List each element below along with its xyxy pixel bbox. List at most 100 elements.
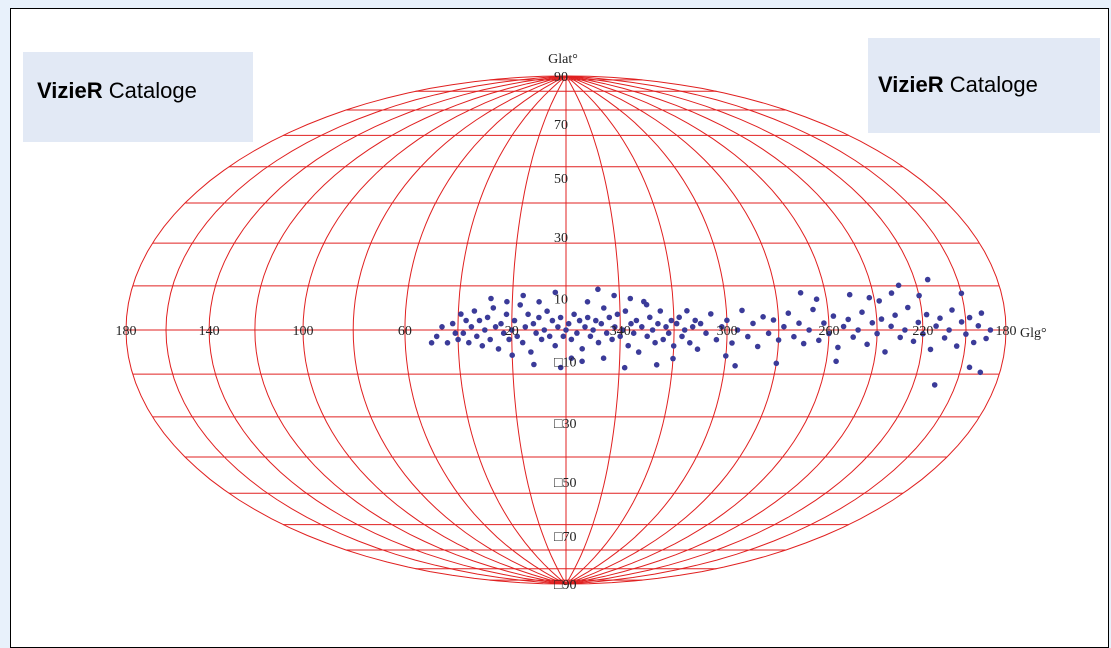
data-point <box>621 364 628 371</box>
longitude-tick-label: 60 <box>398 324 412 339</box>
data-point <box>713 336 720 343</box>
data-point <box>536 314 542 321</box>
data-point <box>487 336 494 343</box>
data-point <box>915 319 922 326</box>
longitude-tick-label: 340 <box>610 324 631 339</box>
data-point <box>509 352 515 359</box>
data-point <box>895 282 902 289</box>
data-point <box>560 333 567 340</box>
data-point <box>946 327 952 333</box>
data-point <box>892 312 898 319</box>
data-point <box>835 344 841 351</box>
data-point <box>579 346 585 352</box>
data-point <box>503 311 510 318</box>
data-point <box>878 316 885 322</box>
catalog-label-left-text: Cataloge <box>102 78 197 103</box>
data-point <box>902 327 908 333</box>
data-point <box>630 330 637 337</box>
data-point <box>498 320 504 327</box>
longitude-tick-label: 140 <box>199 324 220 339</box>
data-point <box>565 320 572 327</box>
data-point <box>514 333 520 340</box>
data-point <box>606 314 613 321</box>
data-point <box>455 336 461 343</box>
data-point <box>492 324 499 330</box>
data-point <box>692 317 698 324</box>
latitude-tick-label: □50 <box>554 476 576 491</box>
data-point <box>522 324 529 330</box>
data-point <box>977 369 984 376</box>
data-point <box>509 327 515 333</box>
data-point <box>729 340 735 346</box>
data-point <box>595 286 601 293</box>
longitude-tick-labels: 180 140 100 60 20 340 300 260 220 180 <box>116 324 1017 339</box>
data-point <box>598 320 605 327</box>
data-point <box>563 327 569 333</box>
data-point <box>905 304 911 311</box>
data-point <box>850 334 856 340</box>
data-point <box>439 324 445 330</box>
catalog-label-left: VizieR Cataloge <box>23 52 253 142</box>
data-point <box>587 333 594 340</box>
data-point <box>845 316 851 323</box>
catalog-label-left-bold: VizieR <box>37 78 103 103</box>
data-point <box>452 330 459 337</box>
data-point <box>653 362 660 368</box>
data-point <box>983 335 989 342</box>
data-point <box>468 324 475 330</box>
data-point <box>859 309 865 316</box>
data-point <box>941 335 948 341</box>
data-point <box>568 355 575 362</box>
data-point <box>975 323 982 329</box>
data-point <box>760 314 766 320</box>
y-axis-label: Glat° <box>548 52 578 67</box>
data-point <box>978 310 985 316</box>
data-point <box>625 342 631 349</box>
data-point <box>754 343 761 350</box>
data-point <box>595 339 602 346</box>
data-point <box>639 324 645 330</box>
data-point <box>813 296 820 303</box>
data-point <box>723 353 729 359</box>
data-point <box>536 299 542 305</box>
data-point <box>963 331 969 337</box>
data-point <box>444 340 451 346</box>
data-point <box>633 317 640 324</box>
data-point <box>622 308 629 314</box>
data-point <box>600 355 607 362</box>
data-point <box>670 355 676 362</box>
data-point <box>571 311 577 318</box>
data-point <box>635 349 642 355</box>
latitude-tick-labels: 90 70 50 30 10 □10 □30 □50 □70 □90 <box>554 70 576 593</box>
data-point <box>552 289 559 296</box>
data-point <box>428 340 435 346</box>
latitude-tick-label: 70 <box>554 118 568 133</box>
latitude-tick-label: 30 <box>554 231 568 246</box>
longitude-tick-label: 220 <box>912 324 933 339</box>
data-point <box>888 290 895 296</box>
data-point <box>953 343 960 349</box>
data-point <box>531 361 537 368</box>
data-point <box>620 327 626 333</box>
data-point <box>644 333 650 340</box>
data-point <box>773 360 780 367</box>
data-point <box>833 358 839 365</box>
data-point <box>797 290 804 296</box>
data-point <box>668 317 675 324</box>
data-point <box>958 290 965 297</box>
data-point <box>874 330 880 337</box>
latitude-tick-label: □10 <box>554 355 576 370</box>
data-point <box>579 358 585 365</box>
data-point <box>506 336 512 343</box>
data-point <box>791 333 797 340</box>
data-point <box>546 333 553 340</box>
catalog-label-right: VizieR Cataloge <box>868 38 1100 133</box>
data-point <box>810 306 816 313</box>
data-point <box>866 294 873 301</box>
data-point <box>916 292 922 299</box>
data-point <box>517 302 523 308</box>
data-point <box>471 308 478 314</box>
x-axis-label: Glg° <box>1020 326 1047 341</box>
data-point <box>694 346 701 353</box>
